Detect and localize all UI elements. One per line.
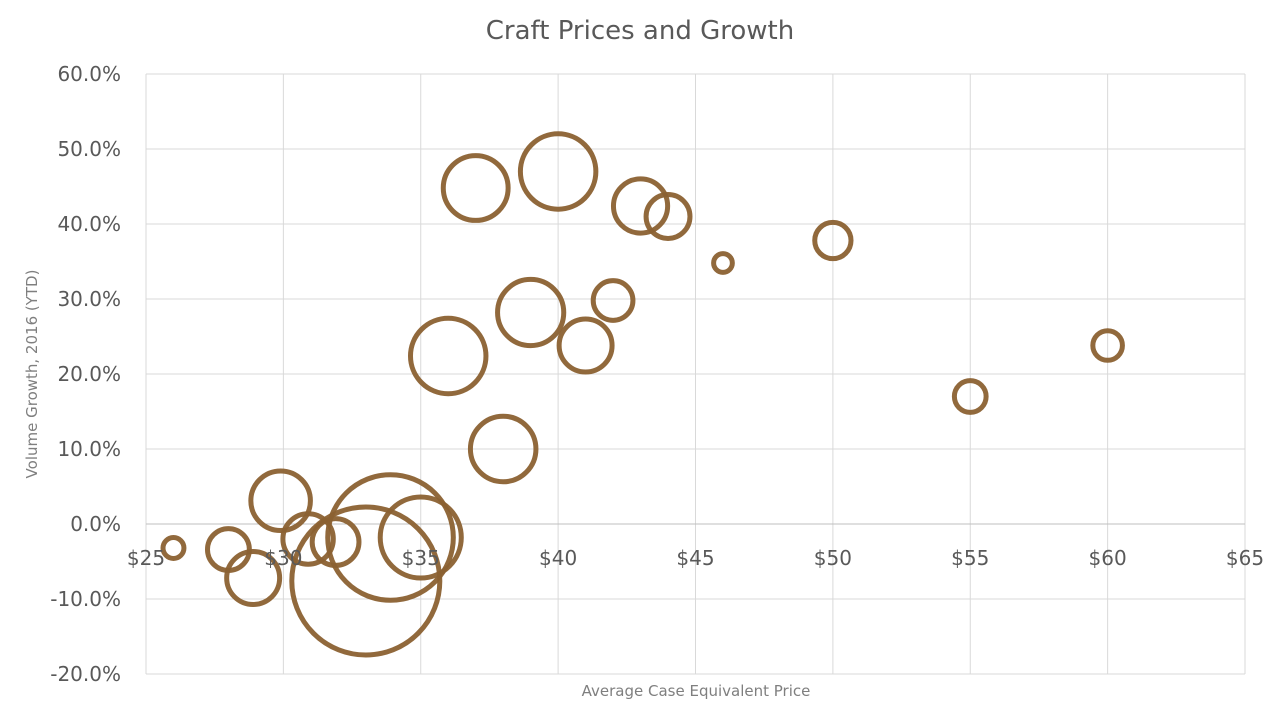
bubble-point — [643, 192, 693, 241]
bubble-point — [160, 535, 187, 561]
y-axis-tick-labels: -20.0% -10.0% 0.0% 10.0% 20.0% 30.0% 40.0% 50.0… — [50, 62, 121, 686]
bubble-point — [556, 316, 615, 375]
bubble-point — [325, 472, 456, 603]
y-tick-label: 40.0% — [57, 212, 121, 236]
bubble-point — [440, 153, 511, 223]
bubble-point — [951, 378, 989, 415]
y-tick-label: 0.0% — [70, 512, 121, 536]
bubble-point — [517, 131, 599, 212]
bubble-point — [248, 468, 313, 534]
x-tick-label: $65 — [1226, 546, 1264, 570]
y-tick-label: -20.0% — [50, 662, 121, 686]
x-tick-label: $35 — [402, 546, 440, 570]
bubble-point — [407, 315, 489, 397]
y-tick-label: 10.0% — [57, 437, 121, 461]
x-tick-label: $55 — [951, 546, 989, 570]
bubble-point — [377, 494, 464, 581]
bubble-point — [590, 278, 636, 323]
chart-title: Craft Prices and Growth — [486, 16, 794, 46]
x-tick-label: $30 — [264, 546, 302, 570]
bubble-point — [1090, 328, 1125, 363]
bubble-point — [289, 504, 443, 658]
y-axis-title: Volume Growth, 2016 (YTD) — [23, 270, 41, 479]
bubble-point — [610, 176, 671, 236]
x-tick-label: $25 — [127, 546, 165, 570]
x-tick-label: $60 — [1089, 546, 1127, 570]
bubble-point — [467, 413, 539, 485]
bubble-point — [224, 549, 283, 607]
x-axis-tick-labels: $25 $30 $35 $40 $45 $50 $55 $60 $65 — [127, 546, 1264, 570]
bubble-point — [711, 251, 735, 275]
y-tick-label: 60.0% — [57, 62, 121, 86]
bubble-series — [160, 131, 1125, 658]
y-tick-label: 20.0% — [57, 362, 121, 386]
x-tick-label: $45 — [676, 546, 714, 570]
bubble-point — [280, 511, 336, 567]
bubble-point — [495, 276, 567, 349]
bubble-point — [812, 219, 854, 262]
x-tick-label: $50 — [814, 546, 852, 570]
y-tick-label: 30.0% — [57, 287, 121, 311]
x-tick-label: $40 — [539, 546, 577, 570]
gridlines — [145, 73, 1246, 675]
x-axis-title: Average Case Equivalent Price — [582, 682, 811, 700]
y-tick-label: 50.0% — [57, 137, 121, 161]
y-tick-label: -10.0% — [50, 587, 121, 611]
